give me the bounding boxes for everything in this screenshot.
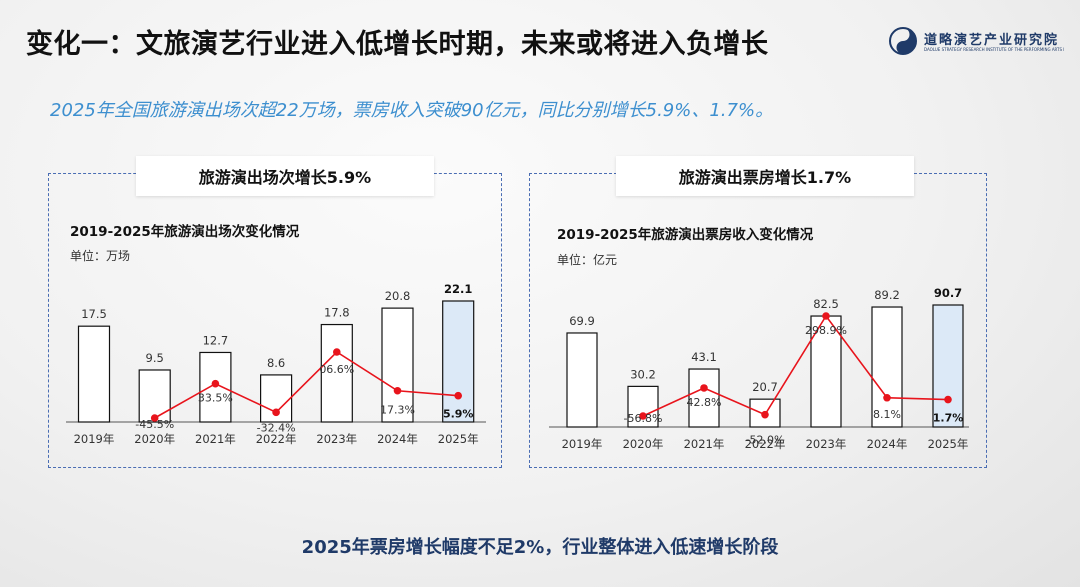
growth-point: [639, 412, 647, 420]
bar-value-label: 89.2: [874, 288, 900, 302]
bar: [442, 300, 475, 423]
growth-label: -56.8%: [624, 412, 663, 425]
bar-value-label: 69.9: [569, 314, 595, 328]
growth-label: 1.7%: [933, 412, 964, 425]
panel-tag-performances: 旅游演出场次增长5.9%: [136, 156, 434, 196]
page-title: 变化一：文旅演艺行业进入低增长时期，未来或将进入负增长: [26, 29, 769, 60]
bar-value-label: 30.2: [630, 367, 656, 381]
x-tick-label: 2025年: [928, 437, 969, 451]
growth-point: [272, 408, 280, 417]
growth-line: [154, 350, 459, 419]
growth-point: [761, 410, 769, 419]
bar: [381, 307, 414, 423]
x-tick-label: 2024年: [867, 437, 908, 451]
logo-text: 道略演艺产业研究院: [924, 33, 1060, 48]
bar-value-label: 20.8: [385, 289, 411, 303]
growth-label: 42.8%: [687, 396, 722, 409]
growth-point: [822, 312, 830, 320]
x-tick-label: 2022年: [256, 432, 297, 446]
bar-value-label: 90.7: [934, 286, 962, 300]
growth-label: 8.1%: [873, 408, 901, 421]
x-tick-label: 2022年: [745, 437, 786, 451]
growth-label: -52.0%: [746, 434, 785, 447]
growth-point: [700, 384, 708, 392]
bar: [566, 332, 598, 428]
logo-emblem-icon: [889, 27, 917, 55]
growth-point: [944, 395, 952, 404]
growth-label: -45.5%: [135, 418, 174, 431]
bar: [627, 385, 659, 428]
unit-label: 单位：万场: [70, 248, 130, 263]
unit-label: 单位：亿元: [557, 252, 617, 267]
x-tick-label: 2024年: [377, 432, 418, 446]
conclusion-text: 2025年票房增长幅度不足2%，行业整体进入低速增长阶段: [301, 537, 779, 558]
growth-point: [883, 393, 891, 402]
bar-value-label: 8.6: [267, 356, 285, 370]
growth-point: [211, 379, 220, 388]
growth-point: [454, 391, 463, 400]
bar-value-label: 82.5: [813, 297, 839, 311]
x-tick-label: 2020年: [623, 437, 664, 451]
page-subtitle: 2025年全国旅游演出场次超22万场，票房收入突破90亿元，同比分别增长5.9%…: [50, 100, 774, 121]
bar: [77, 325, 111, 423]
bar-value-label: 17.8: [324, 306, 350, 320]
growth-point: [333, 348, 341, 356]
x-tick-label: 2019年: [562, 437, 603, 451]
bar-value-label: 12.7: [203, 333, 229, 347]
growth-point: [150, 414, 159, 422]
chart-title: 2019-2025年旅游演出场次变化情况: [70, 223, 300, 240]
growth-label: 06.6%: [319, 363, 354, 376]
x-tick-label: 2020年: [134, 432, 175, 446]
bar-value-label: 20.7: [752, 380, 778, 394]
growth-label: 298.9%: [805, 324, 847, 337]
bar: [871, 306, 903, 428]
x-tick-label: 2021年: [195, 432, 236, 446]
bar-value-label: 9.5: [146, 351, 164, 365]
growth-point: [393, 386, 402, 395]
chart-title: 2019-2025年旅游演出票房收入变化情况: [557, 226, 814, 243]
logo-subtext: DAOLUE STRATEGY RESEARCH INSTITUTE OF TH…: [924, 47, 1064, 52]
panel-tag-box-office: 旅游演出票房增长1.7%: [616, 156, 914, 196]
bar: [320, 323, 353, 423]
bar-value-label: 22.1: [444, 282, 472, 296]
bar-value-label: 43.1: [691, 350, 717, 364]
growth-label: 33.5%: [198, 392, 233, 405]
growth-line: [642, 314, 949, 417]
x-tick-label: 2023年: [316, 432, 357, 446]
x-tick-label: 2019年: [74, 432, 115, 446]
bar-value-label: 17.5: [81, 307, 107, 321]
bar: [932, 304, 964, 428]
x-tick-label: 2023年: [806, 437, 847, 451]
x-tick-label: 2025年: [438, 432, 479, 446]
growth-label: 5.9%: [443, 408, 474, 421]
growth-label: 17.3%: [380, 404, 415, 417]
growth-label: -32.4%: [257, 421, 296, 434]
bar: [138, 369, 171, 423]
bar: [688, 368, 720, 428]
x-tick-label: 2021年: [684, 437, 725, 451]
logo: 道略演艺产业研究院 DAOLUE STRATEGY RESEARCH INSTI…: [888, 26, 1064, 60]
